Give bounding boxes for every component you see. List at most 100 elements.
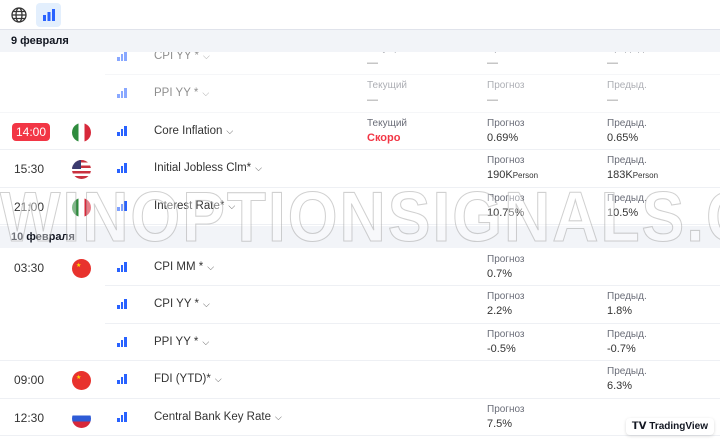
forecast-value: -0.5% xyxy=(487,342,516,355)
forecast-value: — xyxy=(487,56,498,69)
event-name[interactable]: CPI YY * ⌵ xyxy=(154,49,210,62)
forecast-value: 0.7% xyxy=(487,267,513,280)
flag-mexico-icon xyxy=(72,197,91,217)
flag-usa-icon xyxy=(72,160,91,180)
event-name[interactable]: Core Inflation ⌵ xyxy=(154,124,234,137)
divider xyxy=(105,285,720,286)
event-name[interactable]: FDI (YTD)* ⌵ xyxy=(154,373,222,386)
forecast-cell: Прогноз 7.5% xyxy=(487,403,525,430)
event-name[interactable]: PPI YY * ⌵ xyxy=(154,335,210,348)
previous-value: 0.65% xyxy=(607,131,639,144)
previous-value: — xyxy=(607,94,618,107)
forecast-cell: Прогноз 0.69% xyxy=(487,117,525,144)
divider xyxy=(0,435,720,437)
event-time: 21:00 xyxy=(14,199,45,214)
importance-bars-icon xyxy=(117,261,127,272)
event-time: 12:30 xyxy=(14,410,45,425)
previous-value: -0.7% xyxy=(607,342,636,355)
event-row[interactable]: 21:00 Interest Rate* ⌵ Прогноз 10.75% Предыд.… xyxy=(0,188,720,226)
divider xyxy=(0,224,720,226)
chevron-down-icon[interactable]: ⌵ xyxy=(207,261,215,272)
globe-icon[interactable] xyxy=(6,3,31,27)
current-value: Скоро xyxy=(367,131,401,144)
forecast-cell: Прогноз— xyxy=(487,80,525,107)
importance-bars-icon xyxy=(117,50,127,61)
forecast-cell: Прогноз 190KPerson xyxy=(487,155,539,182)
event-row[interactable]: CPI YY * ⌵ Прогноз 2.2% Предыд. 1.8% xyxy=(0,286,720,324)
event-name[interactable]: Initial Jobless Clm* ⌵ xyxy=(154,162,262,175)
tradingview-logo[interactable]: 𝗧𝗩 TradingView xyxy=(625,418,714,435)
chevron-down-icon[interactable]: ⌵ xyxy=(228,200,236,211)
event-row[interactable]: 12:30 Central Bank Key Rate ⌵ Прогноз 7.5% xyxy=(0,399,720,437)
previous-value: 10.5% xyxy=(607,206,639,219)
forecast-cell: Прогноз 0.7% xyxy=(487,253,525,280)
event-name[interactable]: PPI YY * ⌵ xyxy=(154,87,210,100)
previous-cell: Предыд. 183KPerson xyxy=(607,155,659,182)
toolbar xyxy=(0,0,720,30)
divider xyxy=(0,149,720,151)
previous-cell: Предыд. 10.5% xyxy=(607,192,647,219)
forecast-cell: Прогноз 2.2% xyxy=(487,291,525,318)
flag-mexico-icon xyxy=(72,122,91,142)
event-row[interactable]: 15:30 Initial Jobless Clm* ⌵ Прогноз 190KPer… xyxy=(0,150,720,188)
forecast-value: 7.5% xyxy=(487,417,513,430)
forecast-cell: Прогноз 10.75% xyxy=(487,192,525,219)
importance-bars-icon xyxy=(117,336,127,347)
forecast-value: 10.75% xyxy=(487,206,525,219)
chevron-down-icon[interactable]: ⌵ xyxy=(214,374,222,385)
chevron-down-icon[interactable]: ⌵ xyxy=(202,50,210,61)
event-time: 03:30 xyxy=(14,260,45,275)
divider xyxy=(0,360,720,362)
event-row[interactable]: 14:00 Core Inflation ⌵ Текущий Скоро Прогноз 0… xyxy=(0,113,720,151)
forecast-value: 0.69% xyxy=(487,131,519,144)
importance-bars-icon xyxy=(117,374,127,385)
flag-russia-icon xyxy=(72,408,91,428)
importance-bars-icon xyxy=(117,411,127,422)
current-cell: Текущий— xyxy=(367,80,407,107)
chevron-down-icon[interactable]: ⌵ xyxy=(202,88,210,99)
previous-value: 183K xyxy=(607,169,633,182)
tradingview-icon: 𝗧𝗩 xyxy=(631,421,650,432)
event-time: 14:00 xyxy=(12,122,51,141)
event-row[interactable]: PPI YY * ⌵ Прогноз -0.5% Предыд. -0.7% xyxy=(0,324,720,362)
forecast-value: 190K xyxy=(487,169,513,182)
importance-bars-icon xyxy=(117,163,127,174)
previous-cell: Предыд. 6.3% xyxy=(607,366,647,393)
previous-cell: Предыд.— xyxy=(607,80,647,107)
divider xyxy=(0,186,720,188)
flag-china-icon: ★ xyxy=(72,371,91,391)
event-time: 15:30 xyxy=(14,162,45,177)
forecast-value: 2.2% xyxy=(487,305,513,318)
forecast-cell: Прогноз -0.5% xyxy=(487,328,525,355)
importance-bars-icon xyxy=(117,125,127,136)
event-row[interactable]: PPI YY * ⌵ Текущий — Прогноз — Предыд. — xyxy=(0,75,720,113)
event-row[interactable]: 09:00 ★ FDI (YTD)* ⌵ Предыд. 6.3% xyxy=(0,361,720,399)
previous-cell: Предыд. 0.65% xyxy=(607,117,647,144)
chevron-down-icon[interactable]: ⌵ xyxy=(202,336,210,347)
forecast-value: — xyxy=(487,94,498,107)
event-name[interactable]: Interest Rate* ⌵ xyxy=(154,199,236,212)
divider xyxy=(105,322,720,324)
divider xyxy=(0,111,720,113)
date-header: 10 февраля xyxy=(0,225,720,248)
previous-cell: Предыд. -0.7% xyxy=(607,328,647,355)
event-name[interactable]: Central Bank Key Rate ⌵ xyxy=(154,410,282,423)
current-value: — xyxy=(367,94,378,107)
importance-bars-icon xyxy=(117,88,127,99)
current-cell: Текущий Скоро xyxy=(367,117,407,144)
chevron-down-icon[interactable]: ⌵ xyxy=(274,411,282,422)
previous-value: — xyxy=(607,56,618,69)
bar-chart-icon[interactable] xyxy=(36,3,61,27)
previous-value: 1.8% xyxy=(607,305,633,318)
chevron-down-icon[interactable]: ⌵ xyxy=(202,299,210,310)
event-name[interactable]: CPI YY * ⌵ xyxy=(154,298,210,311)
previous-cell: Предыд. 1.8% xyxy=(607,291,647,318)
previous-value: 6.3% xyxy=(607,380,633,393)
current-value: — xyxy=(367,56,378,69)
chevron-down-icon[interactable]: ⌵ xyxy=(255,163,262,174)
event-name[interactable]: CPI MM * ⌵ xyxy=(154,260,215,273)
divider xyxy=(0,397,720,399)
event-row[interactable]: 03:30 ★ CPI MM * ⌵ Прогноз 0.7% xyxy=(0,249,720,286)
divider xyxy=(105,74,720,75)
chevron-down-icon[interactable]: ⌵ xyxy=(226,125,234,136)
